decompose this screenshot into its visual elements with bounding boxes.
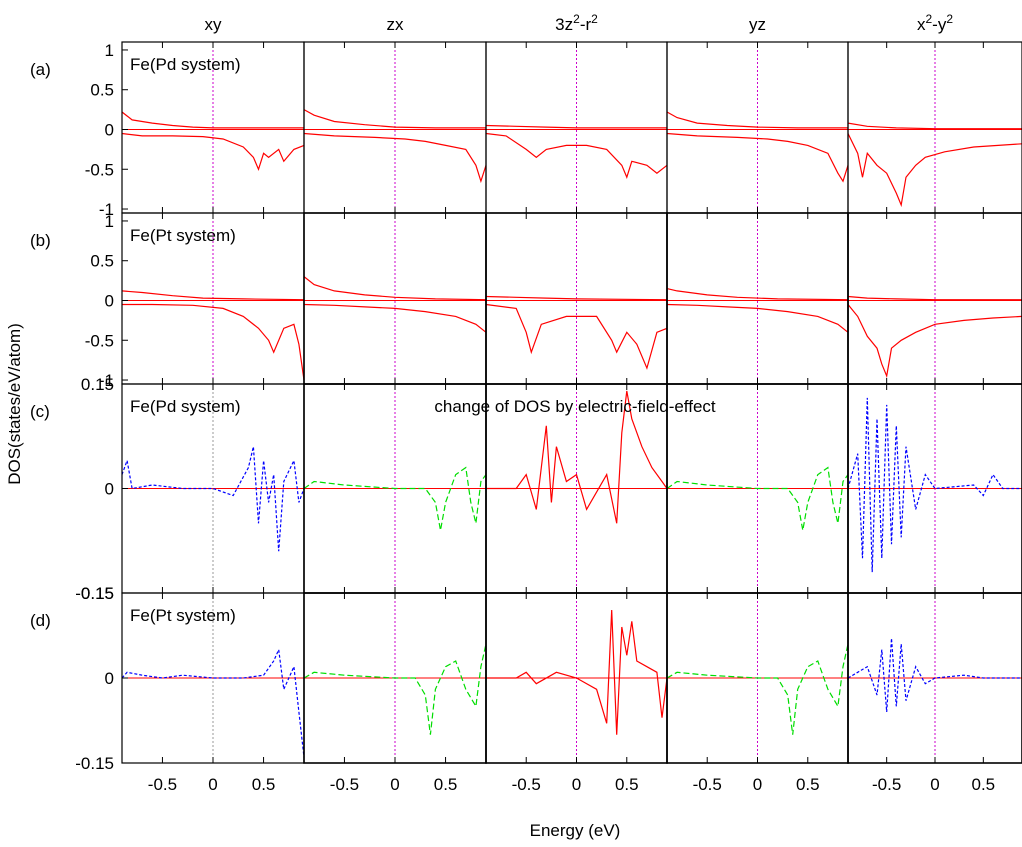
y-tick-label: 1 — [105, 41, 114, 60]
y-tick-label: -0.15 — [75, 754, 114, 773]
y-tick-label: -0.15 — [75, 584, 114, 603]
y-tick-label: 0.5 — [90, 81, 114, 100]
dos-up-curve — [303, 276, 487, 301]
dos-down-curve — [303, 303, 487, 333]
y-tick-label: 0 — [105, 669, 114, 688]
dos-change-curve — [121, 647, 305, 758]
dos-down-curve — [122, 303, 305, 381]
dos-curves — [121, 109, 1022, 758]
y-tick-label: 1 — [105, 212, 114, 231]
column-header: 3z2-r2 — [555, 12, 598, 34]
system-label: Fe(Pt system) — [130, 226, 236, 245]
x-tick-label: 0 — [753, 775, 762, 794]
x-tick-label: -0.5 — [512, 775, 541, 794]
section-title: change of DOS by electric-field-effect — [434, 397, 716, 416]
x-tick-label: 0 — [390, 775, 399, 794]
x-tick-label: -0.5 — [872, 775, 901, 794]
x-tick-label: 0 — [930, 775, 939, 794]
dos-up-curve — [485, 295, 668, 301]
column-header: xy — [205, 15, 223, 34]
y-tick-label: 0.5 — [90, 252, 114, 271]
y-tick-label: 0 — [105, 120, 114, 139]
x-tick-label: 0.5 — [972, 775, 996, 794]
dos-change-curve — [303, 466, 487, 531]
y-tick-label: -0.5 — [85, 331, 114, 350]
dos-change-curve — [666, 643, 849, 735]
dos-down-curve — [485, 303, 668, 370]
dos-change-curve — [847, 638, 1022, 713]
panel-frames — [121, 41, 1022, 764]
dos-down-curve — [121, 132, 305, 172]
panel-tag: (a) — [30, 60, 51, 79]
dos-up-curve — [666, 111, 848, 129]
dos-change-curve — [486, 609, 668, 735]
dos-up-curve — [847, 295, 1022, 301]
x-tick-label: 0.5 — [434, 775, 458, 794]
dos-change-curve — [666, 466, 849, 531]
y-tick-label: -1 — [99, 200, 114, 219]
dos-change-curve — [847, 397, 1022, 573]
panel-tag: (b) — [30, 231, 51, 250]
system-label: Fe(Pd system) — [130, 397, 241, 416]
x-tick-label: -0.5 — [693, 775, 722, 794]
y-tick-label: -1 — [99, 371, 114, 390]
x-tick-label: 0 — [208, 775, 217, 794]
column-header: yz — [749, 15, 766, 34]
column-header: zx — [387, 15, 405, 34]
x-tick-label: 0.5 — [252, 775, 276, 794]
y-axis-label: DOS(states/eV/atom) — [5, 323, 24, 485]
dos-down-curve — [666, 132, 849, 183]
dos-up-curve — [666, 288, 849, 301]
x-tick-label: -0.5 — [148, 775, 177, 794]
x-tick-label: 0.5 — [796, 775, 820, 794]
y-tick-label: 0.15 — [81, 375, 114, 394]
system-label: Fe(Pd system) — [130, 55, 241, 74]
y-tick-label: 0.15 — [81, 584, 114, 603]
y-tick-label: -0.5 — [85, 160, 114, 179]
x-tick-label: 0.5 — [615, 775, 639, 794]
dos-down-curve — [847, 304, 1022, 379]
panel-tag: (c) — [30, 402, 50, 421]
x-axis-label: Energy (eV) — [530, 821, 621, 840]
dos-up-curve — [485, 124, 667, 129]
dos-down-curve — [303, 132, 487, 184]
column-header: x2-y2 — [917, 12, 953, 34]
dos-up-curve — [121, 111, 304, 129]
dos-down-curve — [485, 132, 668, 179]
dos-change-curve — [486, 390, 668, 524]
y-tick-label: 0 — [105, 480, 114, 499]
dos-up-curve — [121, 290, 305, 301]
dos-change-curve — [303, 643, 487, 735]
system-label: Fe(Pt system) — [130, 606, 236, 625]
x-tick-label: -0.5 — [330, 775, 359, 794]
dos-up-curve — [303, 109, 486, 129]
x-tick-label: 0 — [572, 775, 581, 794]
dos-up-curve — [847, 122, 1022, 130]
dos-down-curve — [847, 133, 1022, 208]
dos-down-curve — [666, 303, 849, 333]
dos-change-curve — [121, 446, 305, 552]
y-tick-label: 0 — [105, 291, 114, 310]
figure-labels: DOS(states/eV/atom) Energy (eV) change o… — [5, 12, 995, 840]
panel-tag: (d) — [30, 611, 51, 630]
